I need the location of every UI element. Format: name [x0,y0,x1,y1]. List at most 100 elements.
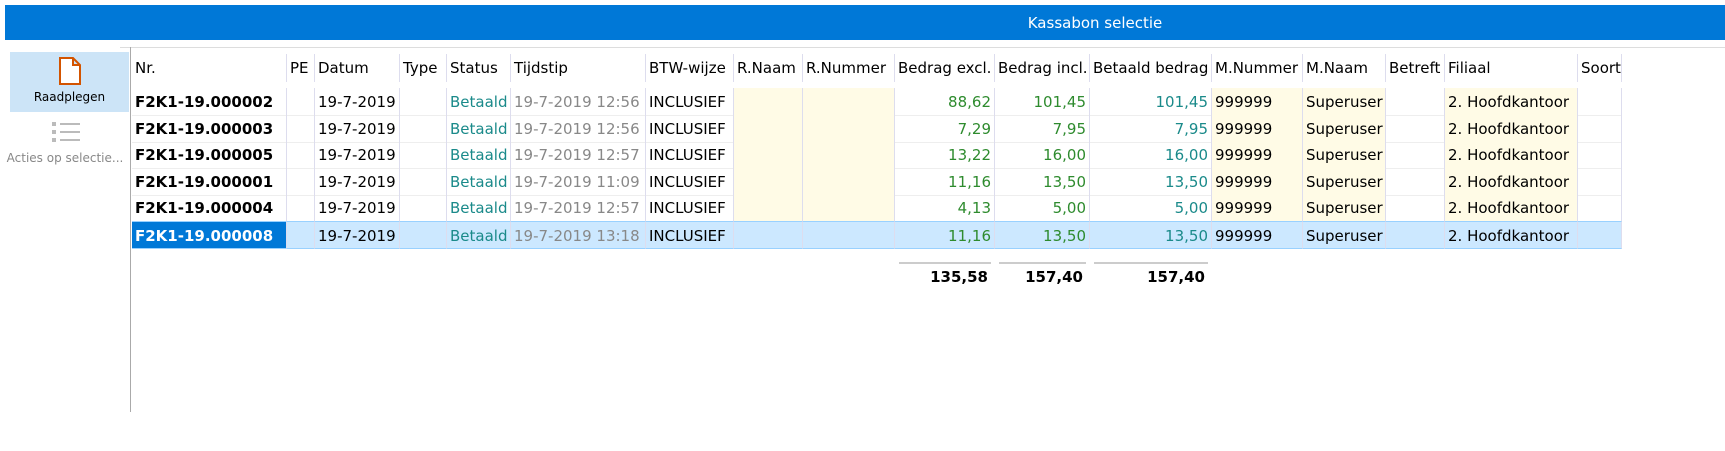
table-cell[interactable]: 2. Hoofdkantoor [1445,141,1578,169]
table-cell[interactable]: 13,50 [1090,220,1212,249]
table-cell[interactable]: INCLUSIEF [646,88,734,116]
raadplegen-button[interactable]: Raadplegen [10,52,129,112]
table-cell[interactable] [1578,141,1622,169]
table-cell[interactable]: 4,13 [895,194,995,222]
table-cell[interactable] [734,167,803,196]
table-cell[interactable]: 5,00 [995,194,1090,222]
table-cell[interactable]: 11,16 [895,220,995,249]
table-cell[interactable]: 11,16 [895,167,995,196]
table-cell[interactable]: Superuser [1303,88,1386,116]
table-cell[interactable]: 2. Hoofdkantoor [1445,167,1578,196]
column-header[interactable]: M.Naam [1303,54,1386,82]
table-cell[interactable]: 19-7-2019 [315,141,400,169]
table-cell[interactable] [1578,167,1622,196]
table-cell[interactable]: 19-7-2019 13:18 [511,220,646,249]
table-cell[interactable]: Betaald [447,167,511,196]
column-header[interactable]: Filiaal [1445,54,1578,82]
table-cell[interactable] [287,114,315,143]
table-cell[interactable]: F2K1-19.000003 [132,114,287,143]
table-cell[interactable]: Superuser [1303,194,1386,222]
table-cell[interactable] [1578,220,1622,249]
table-cell[interactable] [400,194,447,222]
table-cell[interactable] [734,141,803,169]
column-header[interactable]: Nr. [132,54,287,82]
table-cell[interactable]: 19-7-2019 [315,114,400,143]
table-cell[interactable] [803,220,895,249]
table-cell[interactable]: 19-7-2019 12:56 [511,88,646,116]
column-header[interactable]: Betreft [1386,54,1445,82]
table-cell[interactable] [1386,114,1445,143]
table-cell[interactable] [400,220,447,249]
table-cell[interactable] [803,141,895,169]
table-cell[interactable] [1386,167,1445,196]
column-header[interactable]: R.Nummer [803,54,895,82]
table-cell[interactable]: 19-7-2019 12:57 [511,141,646,169]
table-cell[interactable]: Superuser [1303,220,1386,249]
table-cell[interactable] [1578,88,1622,116]
table-cell[interactable] [400,141,447,169]
column-header[interactable]: R.Naam [734,54,803,82]
table-cell[interactable]: 999999 [1212,167,1303,196]
table-cell[interactable] [400,114,447,143]
table-cell[interactable]: INCLUSIEF [646,114,734,143]
table-cell[interactable] [1578,194,1622,222]
table-cell[interactable] [287,194,315,222]
table-cell[interactable]: Superuser [1303,114,1386,143]
table-cell[interactable]: 19-7-2019 [315,194,400,222]
table-cell[interactable]: Superuser [1303,167,1386,196]
table-cell[interactable] [1386,220,1445,249]
table-cell[interactable]: Betaald [447,141,511,169]
table-cell[interactable]: F2K1-19.000004 [132,194,287,222]
table-cell[interactable]: 19-7-2019 [315,167,400,196]
table-cell[interactable]: 999999 [1212,220,1303,249]
table-cell[interactable]: Betaald [447,220,511,249]
column-header[interactable]: PE [287,54,315,82]
column-header[interactable]: Status [447,54,511,82]
table-cell[interactable]: 2. Hoofdkantoor [1445,114,1578,143]
table-cell[interactable] [734,194,803,222]
table-cell[interactable]: 999999 [1212,114,1303,143]
table-cell[interactable]: 2. Hoofdkantoor [1445,194,1578,222]
column-header[interactable]: Soort [1578,54,1622,82]
table-cell[interactable] [287,88,315,116]
table-cell[interactable]: 13,50 [995,167,1090,196]
table-cell[interactable]: 19-7-2019 [315,88,400,116]
table-cell[interactable]: F2K1-19.000001 [132,167,287,196]
table-cell[interactable]: INCLUSIEF [646,141,734,169]
table-cell[interactable] [1386,88,1445,116]
table-cell[interactable]: 999999 [1212,194,1303,222]
table-cell[interactable]: 16,00 [995,141,1090,169]
table-cell[interactable]: 5,00 [1090,194,1212,222]
table-cell[interactable] [803,114,895,143]
table-cell[interactable]: Betaald [447,194,511,222]
table-cell[interactable]: 13,22 [895,141,995,169]
table-cell[interactable]: 19-7-2019 [315,220,400,249]
table-cell[interactable]: 19-7-2019 12:56 [511,114,646,143]
table-cell[interactable] [287,141,315,169]
table-cell[interactable]: 101,45 [1090,88,1212,116]
table-cell[interactable]: 19-7-2019 11:09 [511,167,646,196]
table-cell[interactable]: 999999 [1212,141,1303,169]
table-cell[interactable]: 88,62 [895,88,995,116]
table-cell[interactable] [400,88,447,116]
table-cell[interactable] [803,88,895,116]
table-cell[interactable] [1386,141,1445,169]
column-header[interactable]: Tijdstip [511,54,646,82]
table-cell[interactable] [400,167,447,196]
table-cell[interactable]: 7,95 [995,114,1090,143]
column-header[interactable]: Bedrag excl. [895,54,995,82]
acties-button[interactable]: Acties op selectie... [0,118,130,168]
table-cell[interactable]: 16,00 [1090,141,1212,169]
table-cell[interactable]: INCLUSIEF [646,194,734,222]
table-cell[interactable]: 13,50 [1090,167,1212,196]
table-cell[interactable] [287,220,315,249]
table-cell[interactable]: 101,45 [995,88,1090,116]
table-cell[interactable] [1578,114,1622,143]
column-header[interactable]: Bedrag incl. [995,54,1090,82]
table-cell[interactable]: F2K1-19.000002 [132,88,287,116]
column-header[interactable]: Betaald bedrag [1090,54,1212,82]
table-cell[interactable]: F2K1-19.000008 [132,220,287,249]
table-cell[interactable] [803,194,895,222]
table-cell[interactable]: F2K1-19.000005 [132,141,287,169]
table-cell[interactable]: 999999 [1212,88,1303,116]
